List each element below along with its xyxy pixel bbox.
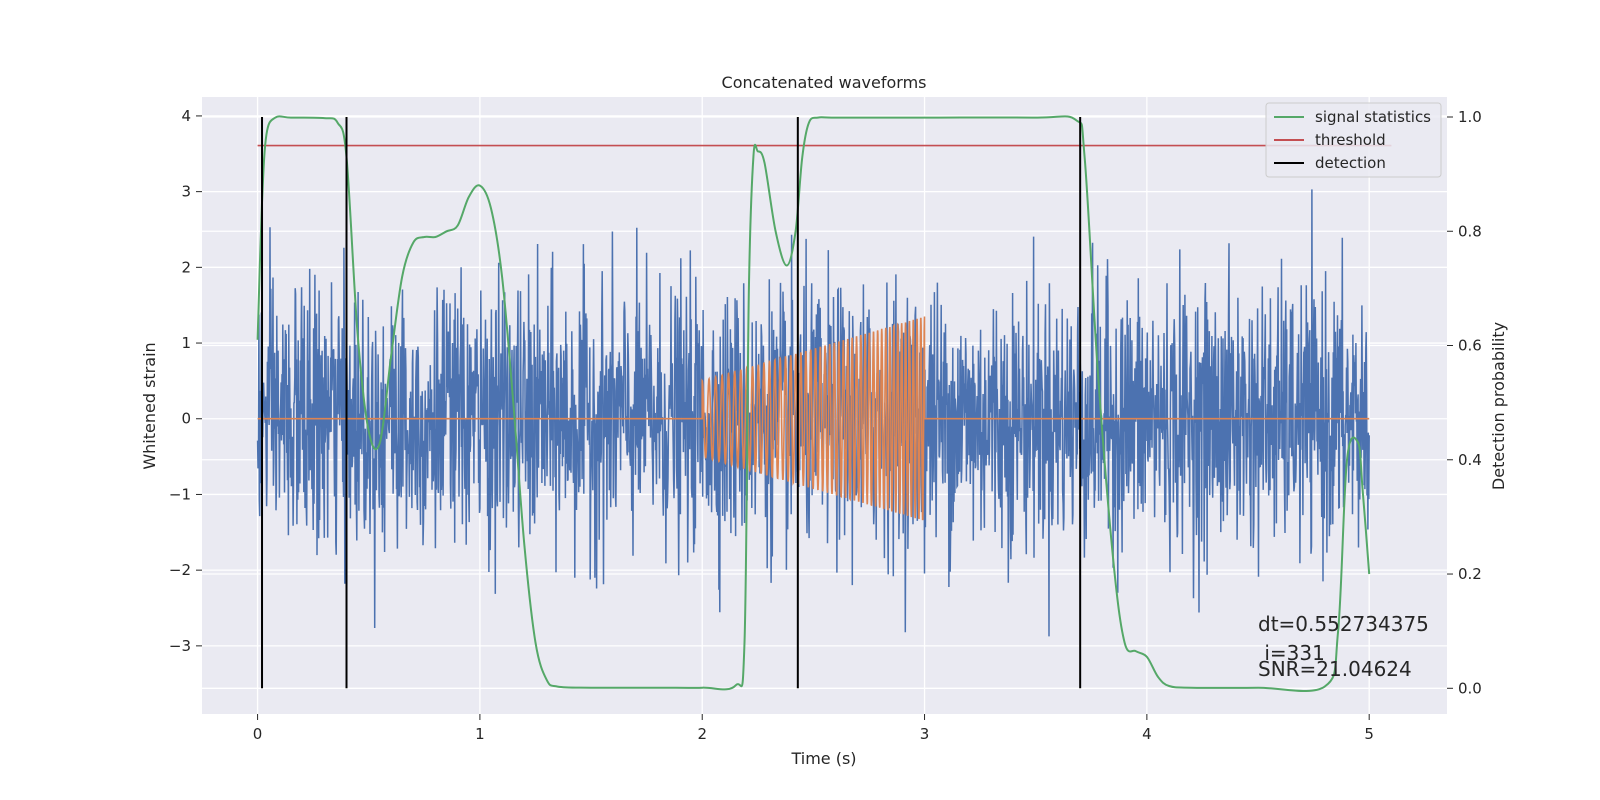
strain-series: [256, 189, 1370, 637]
injected-waveform-series: [257, 316, 1370, 521]
y-axis-label: Whitened strain: [140, 342, 159, 469]
x-tick-label: 3: [920, 725, 930, 743]
y2-tick-label: 0.8: [1458, 222, 1482, 240]
y-tick-label: −1: [169, 485, 191, 503]
y-tick-label: 0: [181, 410, 191, 428]
y-tick-label: −3: [169, 637, 191, 655]
annotation-snr: SNR=21.04624: [1258, 657, 1412, 681]
data-layer: [256, 115, 1392, 693]
legend-label-detection: detection: [1315, 154, 1386, 172]
axes: 0 1 2 3 4 5 −3 −2 −1 0 1 2 3 4 0.0 0.2 0.4 0.6 0.8 1.0: [169, 107, 1482, 743]
y-tick-label: 2: [181, 258, 191, 276]
legend: signal statistics threshold detection: [1265, 102, 1442, 178]
legend-label-threshold: threshold: [1315, 131, 1386, 149]
y2-tick-label: 0.6: [1458, 337, 1482, 355]
y2-tick-label: 0.0: [1458, 679, 1482, 697]
legend-box: [1265, 102, 1442, 178]
y2-axis-label: Detection probability: [1489, 322, 1508, 490]
x-tick-label: 1: [475, 725, 485, 743]
y2-tick-label: 1.0: [1458, 108, 1482, 126]
x-tick-label: 4: [1142, 725, 1152, 743]
signal-statistics-series: [256, 115, 1371, 693]
x-axis-label: Time (s): [790, 749, 856, 768]
x-tick-label: 0: [253, 725, 263, 743]
annotations: dt=0.552734375 i=331 SNR=21.04624: [1258, 612, 1429, 681]
y2-tick-label: 0.2: [1458, 565, 1482, 583]
y2-tick-label: 0.4: [1458, 451, 1482, 469]
y-tick-label: 4: [181, 107, 191, 125]
y-tick-label: −2: [169, 561, 191, 579]
legend-label-signal-statistics: signal statistics: [1315, 108, 1431, 126]
y-tick-label: 1: [181, 334, 191, 352]
chart-title: Concatenated waveforms: [722, 73, 927, 92]
y-tick-label: 3: [181, 183, 191, 201]
annotation-i: i=331: [1258, 641, 1325, 665]
x-tick-label: 5: [1364, 725, 1374, 743]
x-tick-label: 2: [697, 725, 707, 743]
annotation-dt: dt=0.552734375: [1258, 612, 1429, 636]
